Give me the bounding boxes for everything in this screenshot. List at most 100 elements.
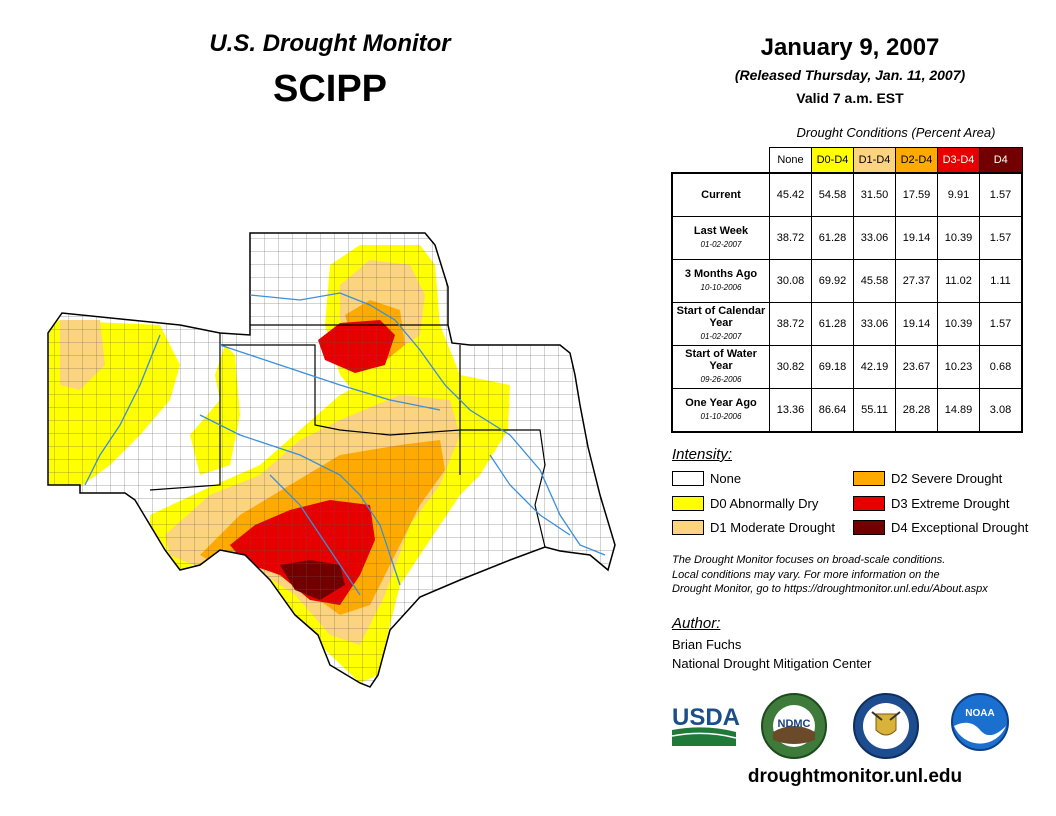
legend-item-d3: D3 Extreme Drought [853, 496, 1010, 511]
region-outline [47, 232, 616, 688]
newmexico-texas-border [149, 345, 221, 491]
row-header: Last Week 01-02-2007 [671, 216, 770, 260]
table-cell: 38.72 [769, 216, 812, 260]
table-cell: 23.67 [895, 345, 938, 389]
legend-label: D3 Extreme Drought [891, 496, 1010, 511]
note-line: Drought Monitor, go to https://droughtmo… [672, 583, 988, 595]
row-header: One Year Ago 01-10-2006 [671, 388, 770, 433]
legend-swatch [672, 471, 704, 486]
valid-time: Valid 7 a.m. EST [796, 90, 904, 106]
col-header: D0-D4 [811, 147, 854, 174]
row-header: 3 Months Ago 10-10-2006 [671, 259, 770, 303]
table-row: Start of Water Year 09-26-2006 30.82 69.18 4… [671, 345, 1023, 389]
table-cell: 10.23 [937, 345, 980, 389]
table-cell: 42.19 [853, 345, 896, 389]
table-cell: 1.57 [979, 302, 1023, 346]
table-cell: 30.08 [769, 259, 812, 303]
table-cell: 9.91 [937, 172, 980, 217]
legend-swatch [672, 520, 704, 535]
row-header: Current [671, 172, 770, 217]
row-sublabel: 01-10-2006 [700, 412, 742, 421]
table-cell: 30.82 [769, 345, 812, 389]
row-sublabel: 09-26-2006 [700, 375, 742, 384]
table-caption: Drought Conditions (Percent Area) [796, 125, 996, 140]
row-label: Start of Calendar Year [676, 305, 766, 329]
table-row: Start of Calendar Year 01-02-2007 38.72 61.… [671, 302, 1023, 346]
row-label: 3 Months Ago [684, 268, 758, 280]
ndmc-logo: NDMC [761, 693, 827, 759]
release-date: (Released Thursday, Jan. 11, 2007) [734, 67, 966, 83]
table-cell: 0.68 [979, 345, 1023, 389]
legend-item-d0: D0 Abnormally Dry [672, 496, 818, 511]
disclaimer-note: The Drought Monitor focuses on broad-sca… [672, 553, 1042, 597]
legend-label: D2 Severe Drought [891, 471, 1003, 486]
table-cell: 54.58 [811, 172, 854, 217]
region-title: SCIPP [272, 68, 388, 110]
legend-item-d1: D1 Moderate Drought [672, 520, 835, 535]
table-cell: 61.28 [811, 302, 854, 346]
legend-label: None [710, 471, 742, 486]
legend-swatch [853, 496, 885, 511]
table-cell: 45.42 [769, 172, 812, 217]
table-cell: 19.14 [895, 216, 938, 260]
table-row: 3 Months Ago 10-10-2006 30.08 69.92 45.58 27.… [671, 259, 1023, 303]
note-line: Local conditions may vary. For more info… [672, 568, 940, 581]
noaa-logo-text: NOAA [965, 708, 994, 719]
drought-stats-table: None D0-D4 D1-D4 D2-D4 D3-D4 D4 Current 4… [671, 147, 1023, 433]
row-sublabel: 10-10-2006 [700, 283, 742, 292]
table-cell: 14.89 [937, 388, 980, 433]
table-cell: 55.11 [853, 388, 896, 433]
row-header: Start of Calendar Year 01-02-2007 [671, 302, 770, 346]
usda-logo: USDA [671, 704, 740, 746]
legend-swatch [853, 471, 885, 486]
table-cell: 69.92 [811, 259, 854, 303]
table-cell: 61.28 [811, 216, 854, 260]
author-heading: Author: [672, 615, 721, 632]
table-cell: 69.18 [811, 345, 854, 389]
website-link[interactable]: droughtmonitor.unl.edu [747, 766, 963, 787]
row-label: Current [701, 189, 741, 201]
legend-label: D0 Abnormally Dry [710, 496, 819, 511]
table-cell: 10.39 [937, 216, 980, 260]
note-line: The Drought Monitor focuses on broad-sca… [672, 554, 946, 566]
table-cell: 1.11 [979, 259, 1023, 303]
legend-title: Intensity: [672, 446, 733, 463]
table-cell: 27.37 [895, 259, 938, 303]
row-header: Start of Water Year 09-26-2006 [671, 345, 770, 389]
legend-item-d2: D2 Severe Drought [853, 471, 1002, 486]
table-corner [672, 148, 770, 174]
col-header: D4 [979, 147, 1023, 174]
author-org: National Drought Mitigation Center [672, 656, 872, 671]
table-cell: 1.57 [979, 172, 1023, 217]
table-header-row: None D0-D4 D1-D4 D2-D4 D3-D4 D4 [672, 147, 1023, 174]
row-sublabel: 01-02-2007 [700, 332, 742, 341]
col-header: D3-D4 [937, 147, 980, 174]
usace-seal-logo [853, 693, 919, 759]
table-cell: 11.02 [937, 259, 980, 303]
table-cell: 10.39 [937, 302, 980, 346]
row-label: Start of Water Year [685, 348, 757, 372]
table-cell: 19.14 [895, 302, 938, 346]
legend-swatch [672, 496, 704, 511]
arkansas-louisiana-border [459, 345, 546, 548]
table-cell: 17.59 [895, 172, 938, 217]
legend-swatch [853, 520, 885, 535]
table-cell: 33.06 [853, 216, 896, 260]
ndmc-logo-text: NDMC [778, 718, 811, 730]
legend-item-d4: D4 Exceptional Drought [853, 520, 1028, 535]
usda-logo-text: USDA [672, 704, 740, 731]
table-cell: 1.57 [979, 216, 1023, 260]
drought-map [47, 232, 616, 688]
rivers [84, 292, 606, 596]
row-label: One Year Ago [685, 397, 757, 409]
col-header: None [769, 147, 812, 174]
table-cell: 31.50 [853, 172, 896, 217]
table-cell: 38.72 [769, 302, 812, 346]
map-date: January 9, 2007 [760, 34, 940, 61]
col-header: D1-D4 [853, 147, 896, 174]
legend-item-none: None [672, 471, 741, 486]
legend-label: D4 Exceptional Drought [891, 520, 1029, 535]
table-cell: 45.58 [853, 259, 896, 303]
col-header: D2-D4 [895, 147, 938, 174]
table-row: One Year Ago 01-10-2006 13.36 86.64 55.11 28.… [671, 388, 1023, 433]
